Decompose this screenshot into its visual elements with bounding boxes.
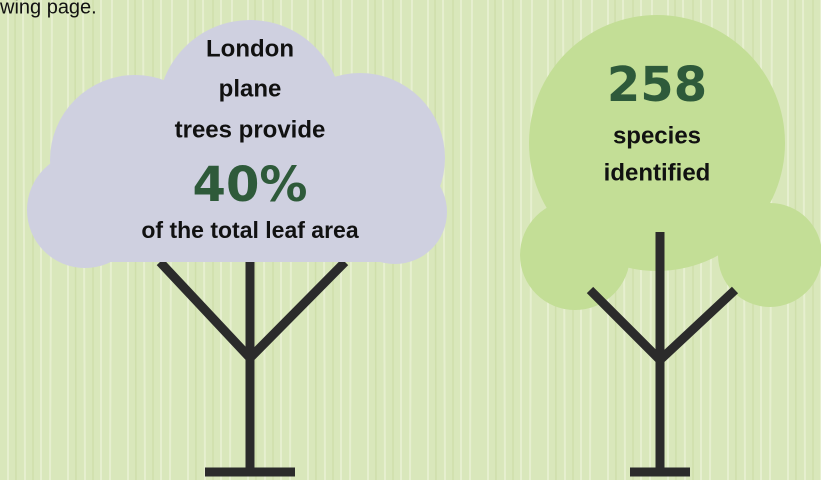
caption: of the total leaf area [141,217,358,243]
figure: 40% [193,157,308,213]
cloud [27,20,447,268]
text-line: species [613,122,701,149]
text-line: London [206,35,294,62]
left-tree: London plane trees provide 40% of the to… [27,20,447,477]
right-tree: 258 species identified [520,15,821,477]
figure: 258 [607,57,707,113]
header-text: wing page. [0,0,97,18]
text-line: trees provide [175,116,326,143]
text-line: plane [219,75,282,102]
text-line: identified [604,159,711,186]
